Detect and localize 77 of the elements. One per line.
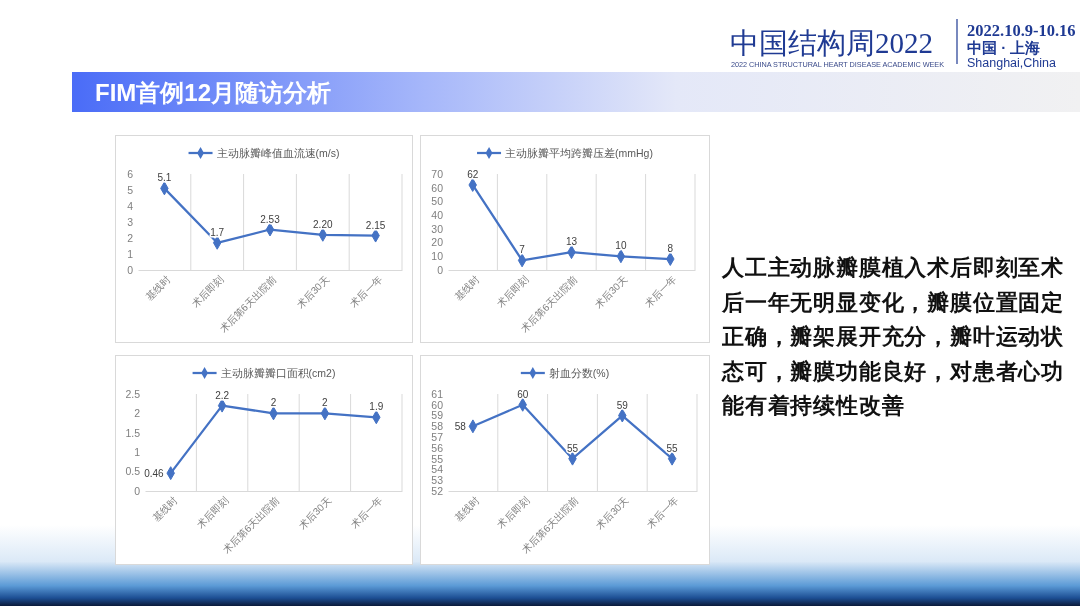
y-tick-label: 1 xyxy=(134,446,141,459)
data-label: 2.53 xyxy=(260,213,281,225)
data-label: 0.46 xyxy=(144,467,165,479)
y-tick-label: 1.5 xyxy=(125,426,141,439)
legend-label: 射血分数(%) xyxy=(548,366,610,379)
data-label: 2.2 xyxy=(215,389,230,401)
y-tick-label: 10 xyxy=(431,250,444,263)
text: 2022.10.9-10.16 xyxy=(967,21,1076,40)
y-tick-label: 54 xyxy=(431,463,444,476)
x-tick-label: 基线时 xyxy=(452,273,482,303)
y-tick-label: 52 xyxy=(431,484,444,497)
legend-label: 主动脉瓣平均跨瓣压差(mmHg) xyxy=(505,146,653,159)
x-tick-label: 术后即刻 xyxy=(494,273,531,310)
y-tick-label: 50 xyxy=(431,195,444,208)
y-tick-label: 1 xyxy=(127,247,134,260)
y-tick-label: 53 xyxy=(431,474,444,487)
x-tick-label: 术后一年 xyxy=(348,273,385,310)
y-tick-label: 30 xyxy=(431,222,444,235)
y-tick-label: 70 xyxy=(431,167,444,180)
y-tick-label: 60 xyxy=(431,398,444,411)
data-label: 62 xyxy=(467,168,479,180)
x-tick-label: 术后一年 xyxy=(642,273,679,310)
x-tick-label: 基线时 xyxy=(150,494,180,524)
y-tick-label: 2 xyxy=(134,407,141,420)
data-label: 1.7 xyxy=(210,226,225,238)
data-label: 7 xyxy=(519,244,526,256)
y-tick-label: 5 xyxy=(127,183,134,196)
y-tick-label: 56 xyxy=(431,441,444,454)
text: FIM首例12月随访分析 xyxy=(95,79,332,106)
y-tick-label: 58 xyxy=(431,420,444,433)
data-label: 2.20 xyxy=(313,218,333,230)
data-label: 13 xyxy=(565,236,578,248)
text: 人工主动脉瓣膜植入术后即刻至术后一年无明显变化，瓣膜位置固定正确，瓣架展开充分，瓣叶运动状态可，瓣膜功能良好，对患者心功能有着持续性改善 xyxy=(722,254,1065,420)
data-label: 10 xyxy=(615,240,627,252)
data-label: 55 xyxy=(666,442,679,454)
x-tick-label: 术后30天 xyxy=(593,494,631,532)
data-label: 1.9 xyxy=(369,401,384,413)
data-label: 59 xyxy=(616,399,629,411)
y-tick-label: 20 xyxy=(431,236,444,249)
x-tick-label: 基线时 xyxy=(452,494,482,524)
data-label: 2.15 xyxy=(365,219,386,231)
y-tick-label: 61 xyxy=(431,387,444,400)
data-label: 2 xyxy=(322,397,329,409)
y-tick-label: 59 xyxy=(431,409,444,422)
x-tick-label: 术后即刻 xyxy=(194,494,231,531)
data-label: 8 xyxy=(667,243,674,255)
text: Shanghai,China xyxy=(967,56,1057,70)
text: 中国 · 上海 xyxy=(967,39,1041,56)
y-tick-label: 0.5 xyxy=(125,465,141,478)
data-label: 5.1 xyxy=(157,172,172,184)
y-tick-label: 0 xyxy=(127,263,134,276)
x-tick-label: 术后即刻 xyxy=(495,494,532,531)
x-tick-label: 术后一年 xyxy=(348,494,385,531)
y-tick-label: 6 xyxy=(127,167,134,180)
data-label: 60 xyxy=(517,388,529,400)
y-tick-label: 2 xyxy=(127,231,134,244)
data-label: 2 xyxy=(270,397,277,409)
data-label: 55 xyxy=(566,442,579,454)
x-tick-label: 术后30天 xyxy=(294,273,332,311)
legend-label: 主动脉瓣瓣口面积(cm2) xyxy=(220,366,336,379)
x-tick-label: 术后即刻 xyxy=(189,273,226,310)
text: 中国结构周2022 xyxy=(730,27,933,59)
y-tick-label: 57 xyxy=(431,430,444,443)
y-tick-label: 40 xyxy=(431,209,444,221)
x-tick-label: 术后30天 xyxy=(296,494,334,532)
legend-label: 主动脉瓣峰值血流速(m/s) xyxy=(216,146,340,159)
x-tick-label: 术后30天 xyxy=(592,273,630,311)
y-tick-label: 55 xyxy=(431,452,444,465)
y-tick-label: 0 xyxy=(134,484,141,497)
y-tick-label: 2.5 xyxy=(125,387,141,400)
y-tick-label: 3 xyxy=(127,215,134,228)
y-tick-label: 0 xyxy=(437,263,444,276)
x-tick-label: 术后一年 xyxy=(644,494,681,531)
x-tick-label: 基线时 xyxy=(143,273,173,303)
y-tick-label: 4 xyxy=(127,199,134,212)
data-label: 58 xyxy=(454,420,467,432)
y-tick-label: 60 xyxy=(431,181,444,194)
